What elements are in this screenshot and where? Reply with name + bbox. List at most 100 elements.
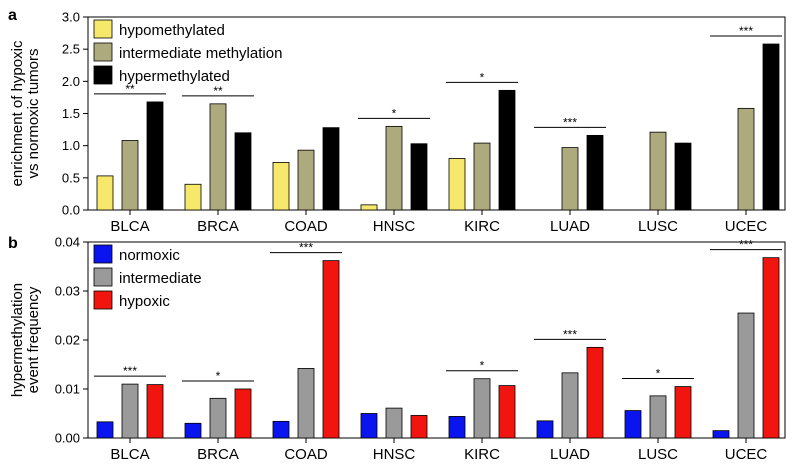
y-tick-label: 1.0 (62, 138, 80, 153)
bar-hnsc-hypoxic (410, 415, 428, 439)
bar-brca-normoxic (184, 422, 202, 439)
bar-coad-normoxic (272, 420, 290, 439)
y-tick-label: 0.03 (55, 284, 80, 299)
bar-coad-hypomethylated (272, 161, 290, 211)
y-axis-label: hypermethylationevent frequency (9, 283, 42, 397)
bar-kirc-hypomethylated (448, 158, 466, 211)
legend-swatch (93, 244, 113, 264)
x-tick-label: UCEC (725, 446, 768, 463)
x-tick-label: LUAD (550, 218, 590, 235)
y-tick-label: 0.5 (62, 170, 80, 185)
bar-blca-hypermethylated (146, 101, 164, 211)
significance-label: * (656, 367, 661, 381)
legend-label: hypermethylated (119, 68, 230, 85)
bar-luad-hypermethylated (586, 134, 604, 211)
bar-luad-hypoxic (586, 346, 604, 439)
y-axis-label-line: enrichment of hypoxic (9, 40, 26, 186)
bar-lusc-hypermethylated (674, 142, 692, 211)
x-tick-label: UCEC (725, 218, 768, 235)
legend-swatch (93, 290, 113, 310)
y-tick-label: 0.01 (55, 382, 80, 397)
bar-brca-hypermethylated (234, 132, 252, 211)
y-tick-label: 0.02 (55, 333, 80, 348)
bar-brca-hypoxic (234, 388, 252, 439)
bar-ucec-intermediate-methylation (737, 107, 755, 211)
y-tick-label: 0.00 (55, 431, 80, 446)
bar-brca-intermediate (209, 397, 227, 439)
x-tick-label: KIRC (464, 218, 500, 235)
bar-hnsc-hypermethylated (410, 143, 428, 211)
significance-label: *** (563, 327, 577, 341)
bar-lusc-hypoxic (674, 386, 692, 439)
legend-label: intermediate methylation (119, 45, 282, 62)
panel-b: b 0.00 0.01 0.02 0.03 0.04 hypermethylationeve… (8, 235, 786, 463)
legend-label: intermediate (119, 270, 202, 287)
panel-a: a 0.0 0.5 1.0 1.5 2.0 2.5 3.0 enrichment of hypo… (8, 7, 786, 235)
bar-kirc-hypermethylated (498, 89, 516, 211)
x-tick-label: BRCA (197, 446, 239, 463)
bar-ucec-hypermethylated (762, 43, 780, 211)
bar-coad-intermediate (297, 368, 315, 439)
y-axis-label-line: event frequency (25, 286, 42, 393)
bar-ucec-hypoxic (762, 257, 780, 439)
significance-label: * (480, 70, 485, 84)
significance-label: * (480, 359, 485, 373)
y-axis-label-line: vs normoxic tumors (25, 48, 42, 178)
bar-lusc-intermediate-methylation (649, 131, 667, 211)
y-axis-label: enrichment of hypoxicvs normoxic tumors (9, 40, 42, 186)
legend-label: hypoxic (119, 293, 170, 310)
panel-letter: b (8, 235, 18, 252)
bar-ucec-intermediate (737, 312, 755, 439)
bar-hnsc-intermediate-methylation (385, 125, 403, 211)
legend-swatch (93, 267, 113, 287)
significance-label: *** (299, 241, 313, 255)
panel-letter: a (8, 7, 17, 24)
bar-kirc-hypoxic (498, 385, 516, 439)
bar-kirc-normoxic (448, 416, 466, 439)
x-tick-label: BRCA (197, 218, 239, 235)
x-tick-label: LUSC (638, 218, 678, 235)
legend-label: normoxic (119, 247, 180, 264)
bar-hnsc-hypomethylated (360, 204, 378, 211)
x-tick-label: HNSC (373, 446, 416, 463)
significance-label: *** (123, 364, 137, 378)
x-tick-label: HNSC (373, 218, 416, 235)
legend-swatch (93, 65, 113, 85)
y-tick-label: 3.0 (62, 10, 80, 25)
bar-lusc-normoxic (624, 410, 642, 439)
x-tick-label: KIRC (464, 446, 500, 463)
bar-blca-intermediate-methylation (121, 140, 139, 211)
bar-kirc-intermediate-methylation (473, 142, 491, 211)
significance-label: ** (213, 84, 223, 98)
legend-swatch (93, 42, 113, 62)
x-tick-label: LUSC (638, 446, 678, 463)
x-tick-label: BLCA (110, 218, 149, 235)
bar-blca-hypomethylated (96, 175, 114, 211)
x-tick-label: LUAD (550, 446, 590, 463)
bar-luad-intermediate-methylation (561, 147, 579, 211)
bar-brca-hypomethylated (184, 183, 202, 211)
bar-ucec-normoxic (712, 430, 730, 439)
y-tick-label: 2.5 (62, 42, 80, 57)
bar-luad-normoxic (536, 420, 554, 439)
legend-swatch (93, 19, 113, 39)
y-tick-label: 1.5 (62, 106, 80, 121)
significance-label: *** (739, 238, 753, 252)
bar-kirc-intermediate (473, 378, 491, 439)
x-tick-label: COAD (284, 446, 328, 463)
legend-label: hypomethylated (119, 22, 225, 39)
significance-label: ** (125, 82, 135, 96)
bar-blca-hypoxic (146, 384, 164, 439)
x-tick-label: COAD (284, 218, 328, 235)
bar-luad-intermediate (561, 372, 579, 439)
bar-coad-hypoxic (322, 260, 340, 439)
significance-label: *** (563, 115, 577, 129)
bar-hnsc-normoxic (360, 413, 378, 439)
significance-label: * (392, 106, 397, 120)
significance-label: * (216, 369, 221, 383)
bar-lusc-intermediate (649, 395, 667, 439)
bar-coad-hypermethylated (322, 127, 340, 211)
bar-brca-intermediate-methylation (209, 103, 227, 211)
bar-blca-intermediate (121, 383, 139, 439)
